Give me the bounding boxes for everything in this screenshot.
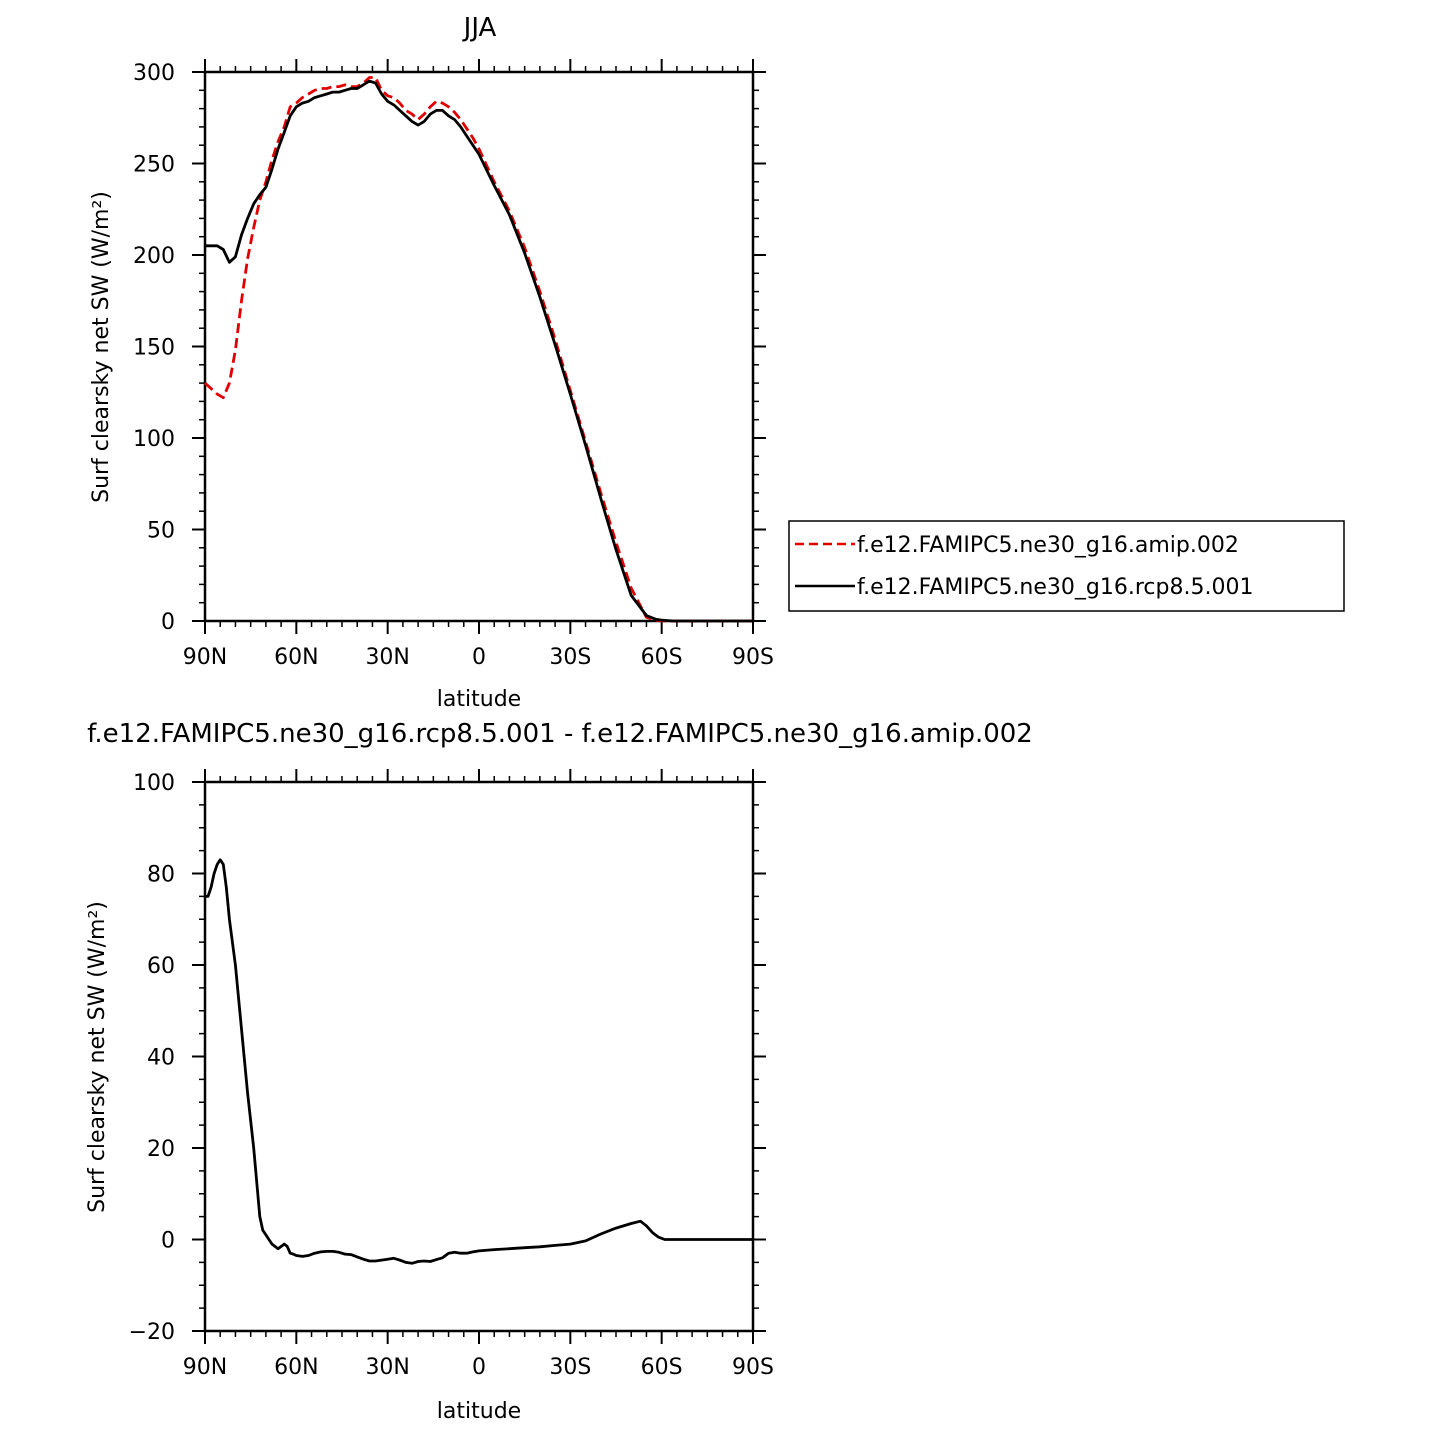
bottom-x-tick-label: 90N (183, 1355, 227, 1380)
top-y-tick-label: 100 (133, 427, 175, 452)
bottom-x-tick-label: 90S (732, 1355, 774, 1380)
top-y-tick-label: 250 (133, 153, 175, 178)
bottom-y-tick-label: 40 (147, 1046, 175, 1071)
top-panel: JJA 90N 60N 30N 0 30S 60S 90S 0 50 100 150 200 250 30… (89, 13, 1345, 712)
bottom-series-line-0 (205, 858, 753, 1265)
legend: f.e12.FAMIPC5.ne30_g16.amip.002 f.e12.FA… (788, 520, 1345, 612)
bottom-y-axis-label: Surf clearsky net SW (W/m²) (85, 901, 110, 1213)
bottom-y-tick-label: 80 (147, 863, 175, 888)
top-series-lines (204, 76, 753, 623)
top-x-tick-label: 0 (472, 645, 486, 670)
bottom-x-tick-label: 0 (472, 1355, 486, 1380)
top-series-line-0 (204, 76, 753, 623)
legend-label-rcp85: f.e12.FAMIPC5.ne30_g16.rcp8.5.001 (857, 575, 1253, 600)
bottom-x-axis-label: latitude (437, 1399, 521, 1424)
top-y-tick-label: 50 (147, 519, 175, 544)
bottom-x-tick-label: 60S (641, 1355, 683, 1380)
top-plot-frame (203, 70, 755, 623)
top-y-tick-label: 200 (133, 244, 175, 269)
bottom-x-tick-label: 30S (549, 1355, 591, 1380)
bottom-y-tick-label: 0 (161, 1229, 175, 1254)
bottom-y-tick-label: 20 (147, 1137, 175, 1162)
top-y-tick-label: 150 (133, 336, 175, 361)
bottom-y-tick-label: −20 (129, 1320, 175, 1345)
bottom-y-tick-label: 100 (133, 771, 175, 796)
top-panel-title: JJA (462, 13, 497, 43)
bottom-axis-ticks: 90N 60N 30N 0 30S 60S 90S −20 0 20 40 60 80 100 (129, 769, 774, 1380)
bottom-panel-title: f.e12.FAMIPC5.ne30_g16.rcp8.5.001 - f.e1… (87, 719, 1033, 749)
top-x-tick-label: 90S (732, 645, 774, 670)
top-y-tick-label: 0 (161, 610, 175, 635)
bottom-panel: f.e12.FAMIPC5.ne30_g16.rcp8.5.001 - f.e1… (85, 719, 1033, 1424)
top-x-tick-label: 60S (641, 645, 683, 670)
bottom-y-tick-label: 60 (147, 954, 175, 979)
top-series-line-1 (205, 79, 753, 623)
bottom-x-tick-label: 60N (274, 1355, 318, 1380)
top-y-axis-label: Surf clearsky net SW (W/m²) (89, 191, 114, 503)
top-x-tick-label: 30S (549, 645, 591, 670)
top-x-tick-label: 30N (365, 645, 409, 670)
legend-label-amip: f.e12.FAMIPC5.ne30_g16.amip.002 (857, 533, 1239, 558)
top-axis-ticks: 90N 60N 30N 0 30S 60S 90S 0 50 100 150 200 250 300 (133, 59, 774, 670)
top-x-axis-label: latitude (437, 687, 521, 712)
top-x-tick-label: 60N (274, 645, 318, 670)
bottom-series-lines (205, 858, 753, 1265)
top-x-tick-label: 90N (183, 645, 227, 670)
legend-box (788, 520, 1345, 612)
bottom-x-tick-label: 30N (365, 1355, 409, 1380)
bottom-plot-frame (203, 780, 755, 1333)
top-y-tick-label: 300 (133, 61, 175, 86)
